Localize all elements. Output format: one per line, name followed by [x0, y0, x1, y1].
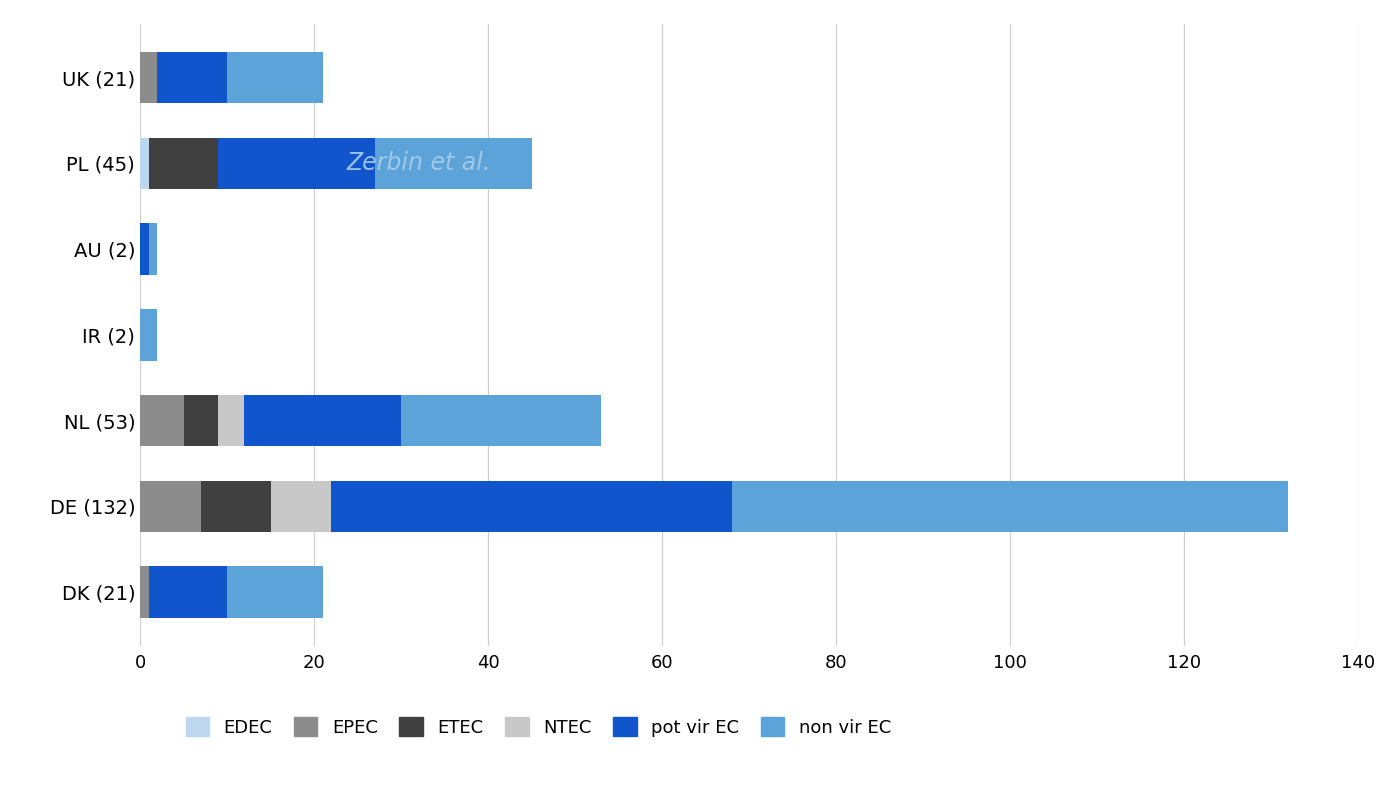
Bar	[140, 138, 148, 189]
Bar	[140, 481, 202, 532]
Bar	[218, 395, 245, 446]
Bar	[148, 567, 227, 618]
Bar	[140, 52, 157, 103]
Bar	[332, 481, 732, 532]
Bar	[140, 395, 183, 446]
Bar	[400, 395, 601, 446]
Bar	[732, 481, 1288, 532]
Bar	[245, 395, 400, 446]
Bar	[140, 567, 148, 618]
Legend: EDEC, EPEC, ETEC, NTEC, pot vir EC, non vir EC: EDEC, EPEC, ETEC, NTEC, pot vir EC, non …	[186, 717, 890, 737]
Bar	[148, 138, 218, 189]
Text: Zerbin et al.: Zerbin et al.	[346, 151, 490, 176]
Bar	[140, 224, 148, 275]
Bar	[375, 138, 532, 189]
Bar	[227, 52, 322, 103]
Bar	[218, 138, 375, 189]
Bar	[140, 309, 157, 361]
Bar	[148, 224, 157, 275]
Bar	[157, 52, 227, 103]
Bar	[270, 481, 332, 532]
Bar	[227, 567, 322, 618]
Bar	[183, 395, 218, 446]
Bar	[202, 481, 270, 532]
